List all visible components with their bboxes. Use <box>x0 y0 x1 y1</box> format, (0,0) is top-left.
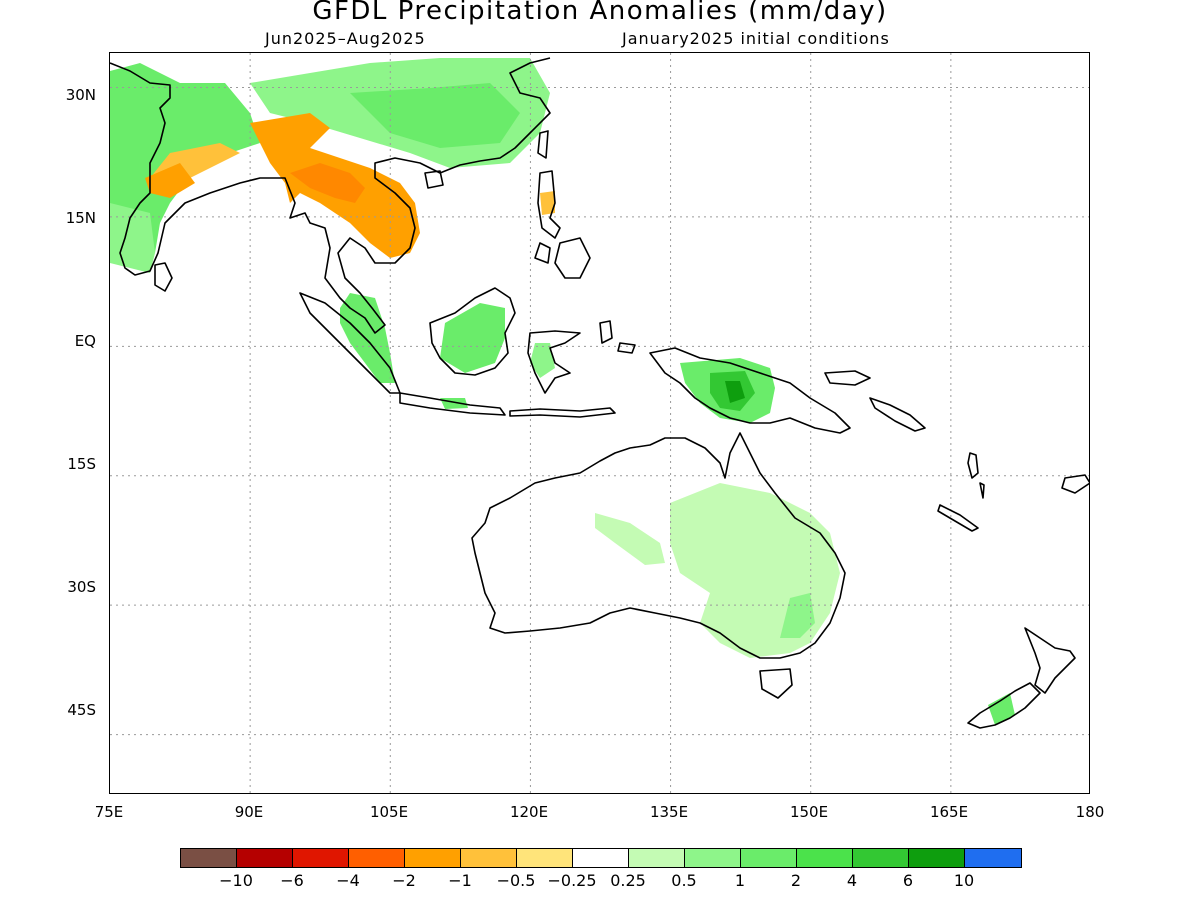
anomaly-sumatra-wet <box>340 293 395 383</box>
anomaly-shading <box>110 58 1015 725</box>
colorbar-label: −0.5 <box>496 871 536 890</box>
colorbar-swatch <box>853 849 909 867</box>
colorbar-label: 6 <box>902 871 914 890</box>
colorbar-swatch <box>405 849 461 867</box>
coast-mindanao <box>554 237 591 279</box>
colorbar-swatch <box>517 849 573 867</box>
coastlines <box>110 57 1089 729</box>
colorbar-label: 1 <box>734 871 746 890</box>
lon-label-120e: 120E <box>509 803 549 821</box>
colorbar-swatch <box>181 849 237 867</box>
map-svg <box>110 53 1089 793</box>
colorbar-swatch <box>965 849 1021 867</box>
coast-new-britain <box>824 370 871 386</box>
colorbar-swatch <box>237 849 293 867</box>
coast-sumatra <box>299 292 401 394</box>
anomaly-philippines-dry <box>540 191 555 215</box>
init-conditions-subtitle: January2025 initial conditions <box>622 29 890 48</box>
coast-fiji <box>1061 474 1089 494</box>
anomaly-sulawesi-wet <box>530 343 555 378</box>
coast-lesser-sunda <box>509 407 616 418</box>
colorbar-swatch <box>293 849 349 867</box>
coast-moluccas <box>599 320 636 354</box>
coast-vanuatu <box>967 452 985 499</box>
colorbar-swatch <box>797 849 853 867</box>
gridlines <box>110 53 1089 793</box>
coast-nz-south <box>967 682 1041 729</box>
lat-label-15n: 15N <box>65 209 96 227</box>
colorbar-label: 10 <box>953 871 975 890</box>
anomaly-australia-east <box>670 483 840 658</box>
lon-label-165e: 165E <box>929 803 969 821</box>
anomaly-china-wet2 <box>350 83 520 148</box>
coast-sri-lanka <box>154 262 173 292</box>
chart-title: GFDL Precipitation Anomalies (mm/day) <box>312 0 888 26</box>
lon-label-150e: 150E <box>789 803 829 821</box>
coast-luzon <box>537 170 561 239</box>
coast-new-guinea <box>649 347 851 434</box>
colorbar-swatch <box>741 849 797 867</box>
anomaly-nz-wet <box>988 693 1015 725</box>
lat-label-30n: 30N <box>65 86 96 104</box>
anomaly-indochina-drier <box>290 163 365 203</box>
map-frame <box>109 52 1090 794</box>
colorbar-swatch <box>573 849 629 867</box>
lon-label-75e: 75E <box>94 803 124 821</box>
lon-label-180: 180 <box>1075 803 1105 821</box>
anomaly-bengal-dry <box>145 163 195 198</box>
colorbar-label: 0.5 <box>671 871 697 890</box>
lon-label-135e: 135E <box>649 803 689 821</box>
lat-label-30s: 30S <box>67 578 96 596</box>
coast-nz-north <box>1024 627 1076 694</box>
colorbar-label: 4 <box>846 871 858 890</box>
colorbar-label: −2 <box>392 871 416 890</box>
colorbar-label: 2 <box>790 871 802 890</box>
lat-label-eq: EQ <box>74 332 96 350</box>
lat-label-15s: 15S <box>67 455 96 473</box>
coast-hainan <box>424 170 444 189</box>
coast-visayas <box>534 242 551 264</box>
anomaly-australia-se <box>780 593 815 638</box>
colorbar-swatch <box>461 849 517 867</box>
coast-taiwan <box>537 130 549 159</box>
season-subtitle: Jun2025–Aug2025 <box>265 29 426 48</box>
coast-asia-mainland <box>110 57 551 334</box>
colorbar-label: −10 <box>219 871 253 890</box>
colorbar-swatch <box>685 849 741 867</box>
coast-new-caledonia <box>937 504 979 532</box>
colorbar-label: −0.25 <box>547 871 597 890</box>
colorbar-label: 0.25 <box>610 871 646 890</box>
anomaly-borneo-wet <box>440 303 505 373</box>
coast-solomons <box>869 397 926 432</box>
colorbar <box>180 848 1022 868</box>
coast-sulawesi <box>527 330 581 394</box>
coast-borneo <box>429 287 516 376</box>
colorbar-label: −1 <box>448 871 472 890</box>
colorbar-swatch <box>909 849 965 867</box>
lat-label-45s: 45S <box>67 701 96 719</box>
lon-label-90e: 90E <box>234 803 264 821</box>
anomaly-australia-west <box>595 513 665 565</box>
coast-tasmania <box>759 668 793 699</box>
lon-label-105e: 105E <box>369 803 409 821</box>
anomaly-png-wettest <box>725 381 745 403</box>
colorbar-swatch <box>629 849 685 867</box>
coast-australia <box>471 432 846 659</box>
coast-java <box>399 392 506 416</box>
colorbar-label: −4 <box>336 871 360 890</box>
colorbar-swatch <box>349 849 405 867</box>
colorbar-label: −6 <box>280 871 304 890</box>
